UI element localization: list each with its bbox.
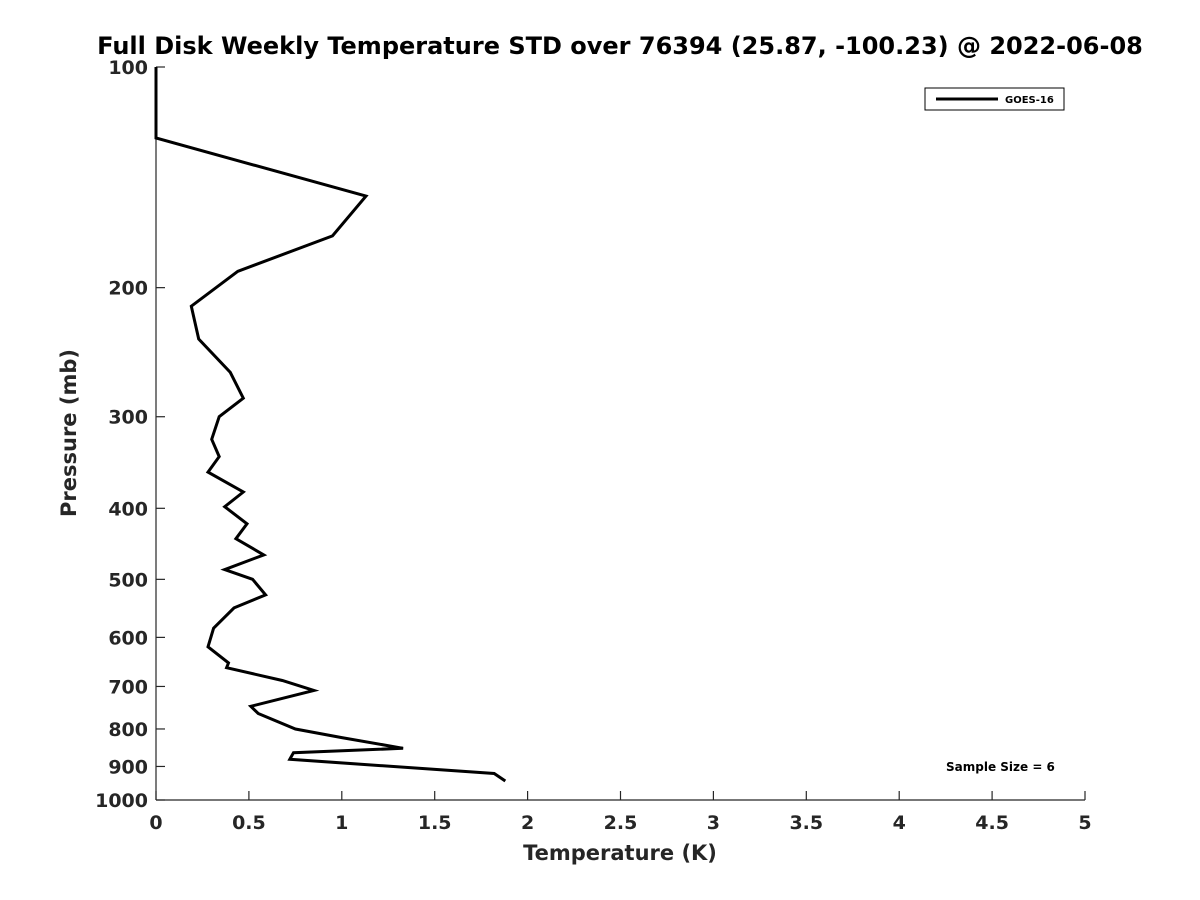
legend: GOES-16: [924, 87, 1065, 111]
series-line: [154, 67, 507, 783]
x-tick-label: 0: [149, 812, 162, 834]
y-tick-label: 500: [108, 569, 148, 591]
x-tick-label: 5: [1078, 812, 1091, 834]
plot-lines: [154, 67, 507, 783]
x-tick-label: 4.5: [975, 812, 1009, 834]
y-tick-label: 1000: [95, 790, 148, 812]
x-axis-label: Temperature (K): [523, 841, 717, 865]
chart-title: Full Disk Weekly Temperature STD over 76…: [97, 32, 1143, 60]
x-tick-label: 1.5: [418, 812, 452, 834]
y-tick-label: 400: [108, 498, 148, 520]
y-tick-label: 600: [108, 627, 148, 649]
y-tick-label: 800: [108, 719, 148, 741]
x-tick-label: 2.5: [604, 812, 638, 834]
y-axis-ticks: 100 200 300 400 500 600 700 800 900 1000: [95, 57, 165, 812]
sample-size-annotation: Sample Size = 6: [946, 760, 1055, 774]
y-tick-label: 300: [108, 407, 148, 429]
y-axis-label: Pressure (mb): [57, 349, 81, 517]
y-tick-label: 100: [108, 57, 148, 79]
x-axis-ticks: 0 0.5 1 1.5 2 2.5 3 3.5 4 4.5 5: [149, 791, 1092, 834]
x-tick-label: 4: [893, 812, 906, 834]
y-tick-label: 900: [108, 756, 148, 778]
x-tick-label: 2: [521, 812, 534, 834]
y-tick-label: 700: [108, 676, 148, 698]
x-tick-label: 3.5: [789, 812, 823, 834]
x-tick-label: 0.5: [232, 812, 266, 834]
legend-label: GOES-16: [1005, 95, 1054, 106]
x-tick-label: 1: [335, 812, 348, 834]
x-tick-label: 3: [707, 812, 720, 834]
y-tick-label: 200: [108, 278, 148, 300]
